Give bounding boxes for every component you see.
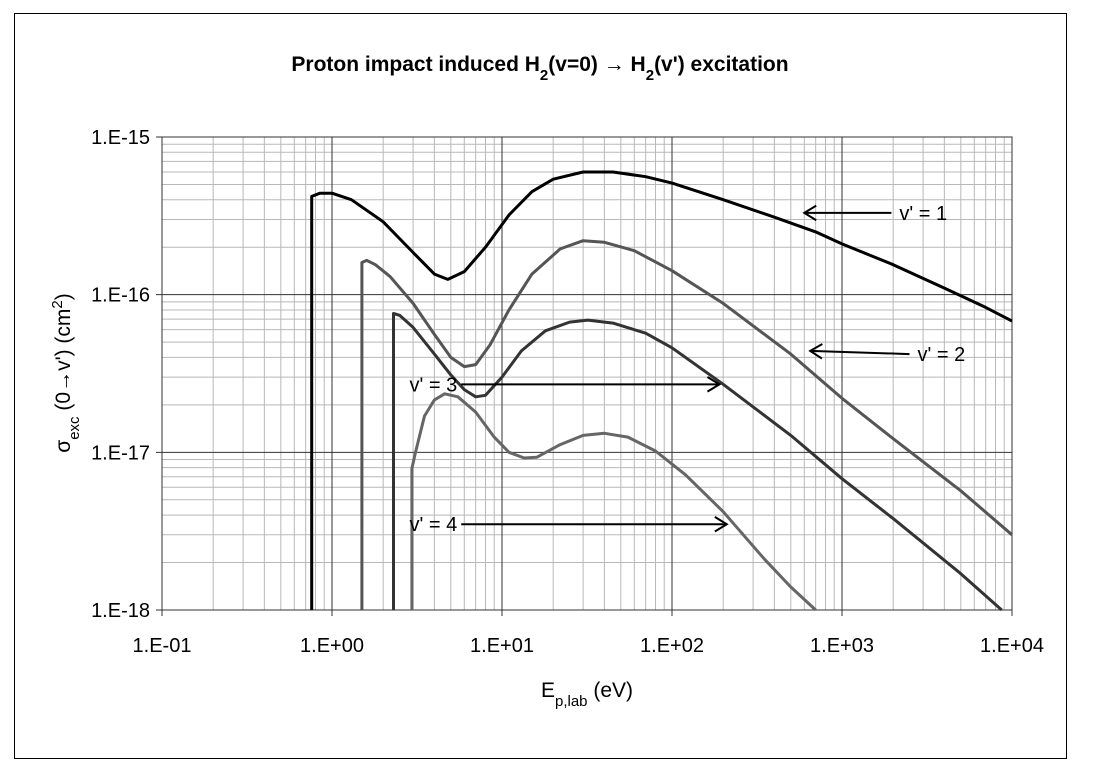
x-tick-label: 1.E+01 (470, 635, 534, 657)
series-group (310, 170, 1013, 612)
plot-area (161, 136, 1013, 611)
series-label-v2: v' = 2 (917, 344, 965, 366)
annotation-arrow-v2 (808, 343, 910, 360)
chart-frame (14, 13, 1067, 759)
series-line-v3 (392, 312, 1003, 612)
x-tick-label: 1.E+03 (810, 635, 874, 657)
x-tick-label: 1.E+04 (980, 635, 1044, 657)
series-label-v3: v' = 3 (409, 374, 457, 396)
series-label-v4: v' = 4 (409, 514, 457, 536)
x-axis-label: Ep,lab (eV) (541, 679, 633, 710)
series-label-v1: v' = 1 (899, 203, 947, 225)
y-axis-ticks: 1.E-18 1.E-17 1.E-16 1.E-15 (91, 127, 150, 622)
annotation-arrow-v4 (461, 516, 729, 533)
y-tick-label: 1.E-18 (91, 600, 150, 622)
annotation-arrow-v3 (461, 376, 722, 393)
series-line-v2 (360, 239, 1013, 610)
x-tick-label: 1.E+00 (300, 635, 364, 657)
series-line-v1 (310, 170, 1013, 610)
major-gridlines (156, 136, 1013, 616)
y-axis-label: σexc (0→v') (cm2) (49, 293, 83, 453)
y-tick-label: 1.E-17 (91, 442, 150, 464)
x-tick-label: 1.E-01 (133, 635, 192, 657)
series-line-v4 (410, 392, 817, 612)
annotation-arrow-v1 (802, 204, 892, 222)
chart-title: Proton impact induced H2(v=0) → H2(v') e… (291, 53, 788, 84)
x-tick-label: 1.E+02 (640, 635, 704, 657)
y-tick-label: 1.E-16 (91, 285, 150, 307)
y-tick-label: 1.E-15 (91, 127, 150, 149)
annotations: v' = 1 v' = 2 v' = 3 v' = 4 (409, 203, 965, 536)
x-axis-ticks: 1.E-01 1.E+00 1.E+01 1.E+02 1.E+03 1.E+04 (133, 635, 1044, 657)
